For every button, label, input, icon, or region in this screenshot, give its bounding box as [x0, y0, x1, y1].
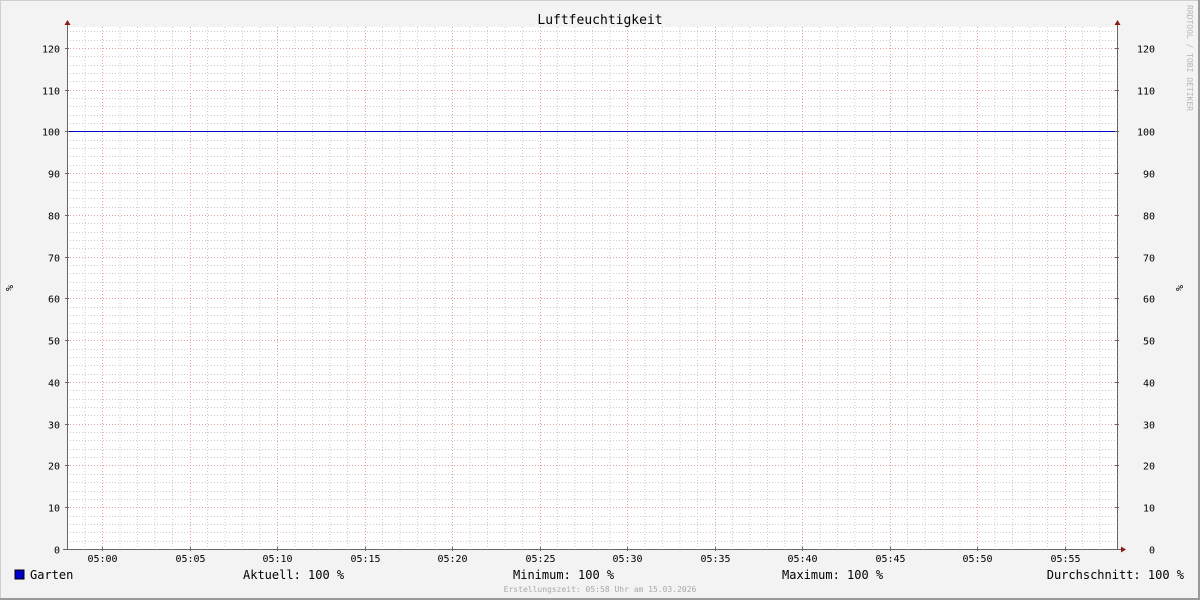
legend-maximum: Maximum: 100 % [782, 568, 884, 582]
y-tick-label-right: 100 [1137, 128, 1155, 139]
tick-labels: 05:00 05:05 05:10 05:15 05:20 05:25 05:30 05:35… [42, 45, 1155, 566]
y-tick-label-left: 100 [42, 128, 60, 139]
legend-aktuell: Aktuell: 100 % [243, 568, 345, 582]
x-tick-label: 05:10 [262, 554, 292, 565]
y-tick-label-right: 0 [1149, 546, 1155, 557]
legend-minimum: Minimum: 100 % [513, 568, 615, 582]
y-tick-label-left: 90 [48, 170, 60, 181]
y-tick-label-right: 20 [1143, 462, 1155, 473]
y-tick-label-right: 30 [1143, 421, 1155, 432]
y-tick-label-left: 40 [48, 379, 60, 390]
footer-creation-time: Erstellungszeit: 05:58 Uhr am 15.03.2026 [504, 585, 697, 594]
y-tick-label-left: 70 [48, 254, 60, 265]
y-tick-label-left: 60 [48, 295, 60, 306]
y-tick-label-left: 110 [42, 87, 60, 98]
y-tick-label-right: 80 [1143, 212, 1155, 223]
x-tick-label: 05:15 [350, 554, 380, 565]
y-tick-label-left: 10 [48, 504, 60, 515]
chart-title: Luftfeuchtigkeit [537, 13, 662, 28]
y-tick-label-right: 50 [1143, 337, 1155, 348]
x-tick-label: 05:25 [525, 554, 555, 565]
y-axis-arrow-left-icon [64, 20, 71, 25]
x-tick-label: 05:50 [962, 554, 992, 565]
y-tick-label-right: 60 [1143, 295, 1155, 306]
x-tick-label: 05:45 [875, 554, 905, 565]
x-tick-label: 05:05 [175, 554, 205, 565]
y-axis-label-right: % [1175, 285, 1186, 291]
watermark: RRDTOOL / TOBI OETIKER [1185, 5, 1194, 111]
legend-durchschnitt: Durchschnitt: 100 % [1047, 568, 1185, 582]
x-tick-label: 05:35 [700, 554, 730, 565]
y-tick-label-right: 10 [1143, 504, 1155, 515]
y-tick-label-right: 90 [1143, 170, 1155, 181]
y-tick-label-right: 40 [1143, 379, 1155, 390]
legend-name: Garten [30, 568, 73, 582]
y-tick-label-right: 70 [1143, 254, 1155, 265]
x-tick-label: 05:40 [787, 554, 817, 565]
y-tick-label-left: 30 [48, 421, 60, 432]
legend-swatch-garten [14, 569, 25, 580]
y-tick-label-left: 80 [48, 212, 60, 223]
y-axis-label-left: % [5, 285, 16, 291]
axes [63, 20, 1126, 553]
x-tick-label: 05:55 [1050, 554, 1080, 565]
y-tick-label-right: 120 [1137, 45, 1155, 56]
y-tick-label-left: 120 [42, 45, 60, 56]
y-tick-label-right: 110 [1137, 87, 1155, 98]
x-tick-label: 05:20 [437, 554, 467, 565]
y-tick-label-left: 50 [48, 337, 60, 348]
grid [67, 27, 1118, 549]
x-tick-label: 05:30 [612, 554, 642, 565]
x-tick-label: 05:00 [87, 554, 117, 565]
x-axis-arrow-icon [1121, 546, 1126, 553]
y-axis-arrow-right-icon [1114, 20, 1121, 25]
y-tick-label-left: 0 [54, 546, 60, 557]
y-tick-label-left: 20 [48, 462, 60, 473]
